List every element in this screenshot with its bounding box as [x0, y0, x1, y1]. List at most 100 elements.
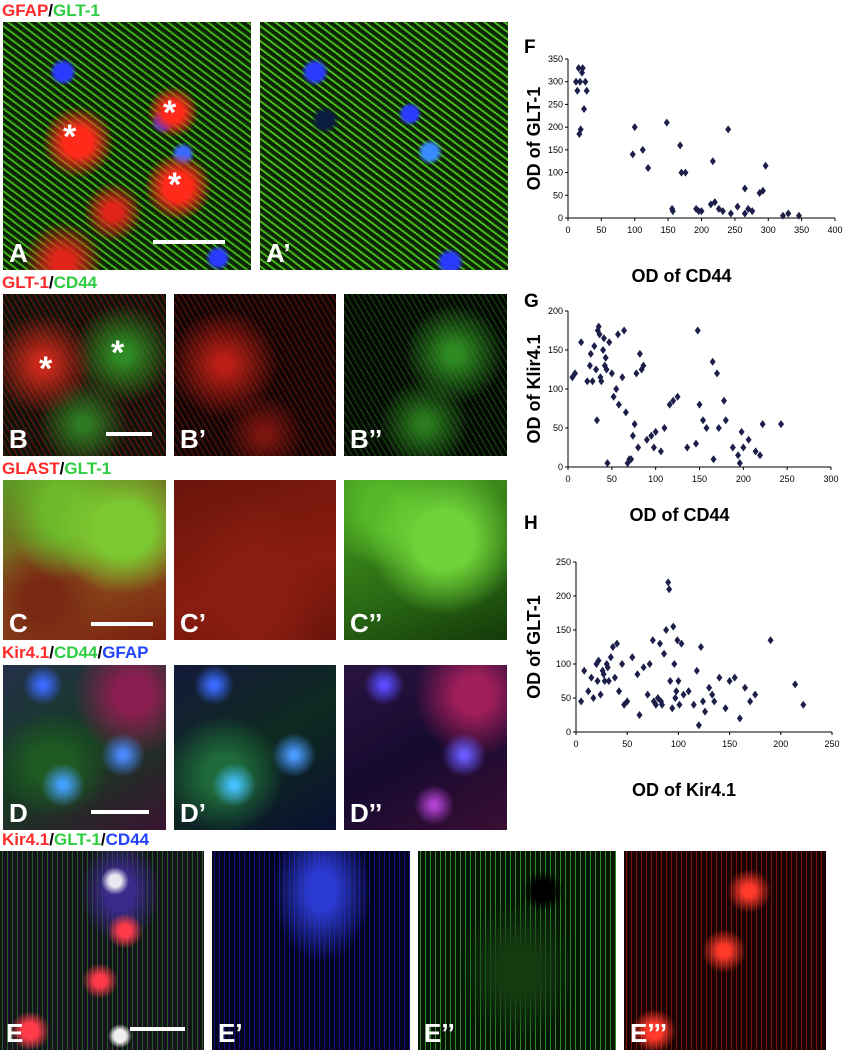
data-point	[725, 125, 732, 134]
x-tick-label: 100	[648, 474, 663, 484]
data-point	[598, 377, 605, 386]
data-point	[578, 338, 585, 347]
asterisk-marker: *	[63, 118, 77, 156]
data-point	[670, 396, 677, 405]
micrograph-panel-e-double-prime: E’’	[418, 851, 616, 1050]
x-tick-label: 50	[607, 474, 617, 484]
x-tick-label: 200	[736, 474, 751, 484]
data-point	[727, 209, 734, 218]
data-point	[666, 585, 673, 594]
data-point	[604, 459, 611, 468]
row-e-title: Kir4.1/GLT-1/CD44	[2, 831, 149, 849]
data-point	[663, 626, 670, 634]
title-part: /	[49, 643, 54, 662]
data-point	[656, 639, 663, 648]
data-point	[644, 690, 651, 699]
x-axis-title: OD of CD44	[629, 505, 729, 525]
data-point	[734, 202, 741, 211]
data-point	[695, 721, 702, 730]
data-point	[614, 330, 621, 339]
data-point	[740, 443, 747, 452]
data-point	[676, 700, 683, 709]
asterisk-marker: *	[39, 350, 53, 388]
micrograph-panel-c-double-prime: C’’	[344, 480, 507, 640]
data-point	[759, 186, 766, 195]
chart-g-panel-label: G	[524, 291, 539, 312]
data-point	[613, 385, 620, 393]
data-point	[648, 431, 655, 440]
data-point	[756, 451, 763, 460]
x-tick-label: 200	[694, 225, 709, 235]
data-point	[619, 660, 626, 668]
data-point	[594, 677, 601, 685]
data-point	[619, 373, 626, 382]
data-point	[741, 683, 748, 692]
title-part: GLT-1	[2, 273, 49, 292]
x-tick-label: 200	[773, 739, 788, 749]
data-point	[613, 639, 620, 648]
data-point	[581, 104, 588, 113]
data-point	[634, 670, 641, 679]
data-point	[572, 369, 579, 378]
data-point	[646, 660, 653, 668]
x-tick-label: 250	[727, 225, 742, 235]
data-point	[722, 416, 729, 425]
data-point	[703, 424, 710, 432]
data-point	[640, 663, 647, 672]
data-point	[710, 455, 717, 464]
scale-bar	[91, 810, 149, 814]
data-point	[675, 677, 682, 685]
data-point	[600, 334, 607, 343]
y-axis-title: OD of GLT-1	[524, 595, 544, 699]
y-tick-label: 50	[553, 423, 563, 433]
panel-label-e-triple-prime: E’’’	[630, 1018, 668, 1048]
title-part: CD44	[53, 273, 98, 292]
panel-label-e: E	[6, 1018, 24, 1048]
data-point	[669, 207, 676, 216]
data-point	[629, 653, 636, 662]
title-part: CD44	[105, 830, 150, 849]
x-tick-label: 100	[671, 739, 686, 749]
data-point	[601, 677, 608, 685]
y-tick-label: 50	[553, 190, 563, 200]
data-point	[795, 211, 802, 220]
data-point	[762, 161, 769, 170]
data-point	[697, 643, 704, 651]
data-point	[792, 680, 799, 689]
data-point	[692, 439, 699, 448]
panel-label-d-prime: D’	[180, 798, 206, 828]
micrograph-panel-c-prime: C’	[174, 480, 336, 640]
micrograph-panel-b-double-prime: B’’	[344, 294, 507, 456]
y-tick-label: 100	[556, 659, 571, 669]
data-point	[699, 697, 706, 706]
micrograph-panel-d-prime: D’	[174, 665, 336, 830]
panel-label-c: C	[9, 608, 28, 638]
panel-label-c-prime: C’	[180, 608, 206, 638]
data-point	[711, 198, 718, 207]
x-tick-label: 350	[794, 225, 809, 235]
panel-label-d: D	[9, 798, 28, 828]
data-point	[665, 578, 672, 587]
data-point	[616, 687, 623, 696]
title-part: /	[48, 1, 54, 20]
x-tick-label: 150	[722, 739, 737, 749]
title-part: /	[97, 643, 103, 662]
data-point	[609, 643, 616, 651]
data-point	[726, 677, 733, 685]
micrograph-panel-a: * * * A	[3, 22, 251, 270]
panel-label-b: B	[9, 424, 28, 454]
data-point	[652, 427, 659, 436]
scale-bar	[130, 1027, 185, 1031]
data-point	[678, 168, 685, 177]
data-point	[590, 694, 597, 702]
data-point	[611, 673, 618, 682]
y-tick-label: 0	[558, 213, 563, 223]
data-point	[581, 666, 588, 675]
data-point	[666, 400, 673, 409]
data-point	[586, 361, 593, 370]
data-point	[759, 420, 766, 429]
data-point	[661, 649, 668, 658]
y-tick-label: 250	[548, 99, 563, 109]
data-point	[736, 714, 743, 723]
